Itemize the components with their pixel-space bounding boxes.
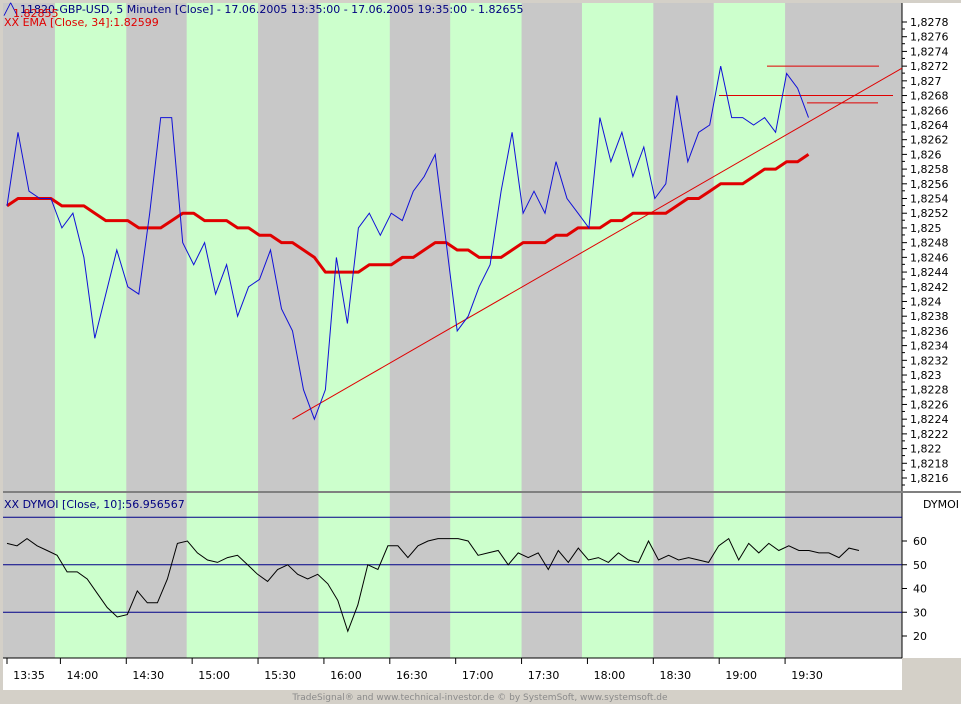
- price-tick-label: 1,8216: [910, 472, 949, 485]
- price-tick-label: 1,8264: [910, 119, 949, 132]
- time-tick-label: 19:30: [791, 669, 823, 682]
- osc-band-1: [186, 493, 259, 658]
- price-title-group: ╱╲ 11820-GBP-USD, 5 Minuten [Close] - 17…: [3, 2, 524, 29]
- price-tick-label: 1,8238: [910, 310, 949, 323]
- price-tick-label: 1,8258: [910, 163, 949, 176]
- time-tick-label: 17:00: [462, 669, 494, 682]
- time-tick-label: 16:00: [330, 669, 362, 682]
- price-tick-label: 1,8256: [910, 178, 949, 191]
- price-tick-label: 1,8248: [910, 237, 949, 250]
- oscillator-series-group: [6, 537, 860, 633]
- time-tick-label: 15:00: [198, 669, 230, 682]
- price-tick-label: 1,8244: [910, 266, 949, 279]
- price-tick-label: 1,826: [910, 148, 942, 161]
- price-line: [6, 65, 809, 421]
- oscillator-time-bands: [54, 493, 786, 658]
- time-tick-label: 16:30: [396, 669, 428, 682]
- price-tick-label: 1,8272: [910, 60, 949, 73]
- osc-band-0: [54, 493, 127, 658]
- price-tick-label: 1,8268: [910, 90, 949, 103]
- price-tick-label: 1,8242: [910, 281, 949, 294]
- time-tick-label: 17:30: [528, 669, 560, 682]
- price-axis-ticks: 1,82781,82761,82741,82721,8271,82681,826…: [902, 16, 949, 486]
- price-title: 11820-GBP-USD, 5 Minuten [Close] - 17.06…: [20, 3, 524, 16]
- price-tick-label: 1,8252: [910, 207, 949, 220]
- osc-tick-label: 40: [913, 583, 927, 596]
- price-tick-label: 1,8246: [910, 251, 949, 264]
- price-tick-label: 1,8226: [910, 398, 949, 411]
- time-tick-label: 15:30: [264, 669, 296, 682]
- price-series-group: [6, 65, 809, 421]
- price-tick-label: 1,8236: [910, 325, 949, 338]
- oscillator-title: XX DYMOI [Close, 10]:56.956567: [4, 498, 185, 511]
- osc-band-4: [581, 493, 654, 658]
- price-tick-label: 1,8254: [910, 193, 949, 206]
- price-tick-label: 1,8234: [910, 340, 949, 353]
- price-tick-label: 1,823: [910, 369, 942, 382]
- price-tick-label: 1,8262: [910, 134, 949, 147]
- time-tick-label: 18:00: [594, 669, 626, 682]
- trendline-group: [292, 67, 903, 420]
- price-tick-label: 1,8218: [910, 457, 949, 470]
- oscillator-axis-title: DYMOI: [923, 498, 959, 511]
- oscillator-axis-background: [902, 493, 961, 658]
- chart-icon: ╱╲: [3, 2, 19, 16]
- price-tick-label: 1,822: [910, 443, 942, 456]
- osc-tick-label: 30: [913, 606, 927, 619]
- price-tick-label: 1,827: [910, 75, 942, 88]
- time-tick-label: 13:35: [13, 669, 45, 682]
- price-band-2: [318, 3, 390, 491]
- time-axis-background: [3, 658, 902, 690]
- price-band-5: [713, 3, 786, 491]
- price-axis-background: [902, 3, 961, 491]
- price-band-3: [450, 3, 522, 491]
- osc-tick-label: 50: [913, 559, 927, 572]
- price-tick-label: 1,8276: [910, 31, 949, 44]
- price-tick-label: 1,824: [910, 295, 942, 308]
- time-tick-label: 14:30: [132, 669, 164, 682]
- ema-line: [6, 153, 810, 274]
- ema-title: XX EMA [Close, 34]:1.82599: [4, 16, 159, 29]
- price-tick-label: 1,825: [910, 222, 942, 235]
- price-tick-label: 1,8232: [910, 354, 949, 367]
- price-band-0: [54, 3, 127, 491]
- osc-tick-label: 20: [913, 630, 927, 643]
- ema-series-group: [6, 153, 810, 274]
- price-tick-label: 1,8222: [910, 428, 949, 441]
- time-tick-label: 18:30: [659, 669, 691, 682]
- time-tick-label: 19:00: [725, 669, 757, 682]
- osc-band-3: [450, 493, 522, 658]
- osc-tick-label: 60: [913, 535, 927, 548]
- price-tick-label: 1,8224: [910, 413, 949, 426]
- price-tick-label: 1,8274: [910, 45, 949, 58]
- price-tick-label: 1,8266: [910, 104, 949, 117]
- oscillator-axis-title-box: [916, 495, 961, 511]
- price-band-1: [186, 3, 259, 491]
- price-tick-label: 1,8228: [910, 384, 949, 397]
- oscillator-axis-ticks: 60 50 40 30 20: [902, 535, 927, 643]
- level-label: 1.82855: [13, 7, 59, 20]
- price-tick-label: 1,8278: [910, 16, 949, 29]
- oscillator-reference-lines: [3, 516, 902, 613]
- dymoi-line: [6, 537, 860, 633]
- price-band-4: [581, 3, 654, 491]
- time-axis-ticks: 13:35 14:00 14:30 15:00 15:30 16:00 16:30 17:00…: [6, 658, 823, 682]
- osc-band-5: [713, 493, 786, 658]
- osc-band-2: [318, 493, 390, 658]
- time-tick-label: 14:00: [67, 669, 99, 682]
- support-trendline: [292, 67, 903, 420]
- price-time-bands: [54, 3, 786, 491]
- footer-credit: TradeSignal® and www.technical-investor.…: [291, 693, 668, 703]
